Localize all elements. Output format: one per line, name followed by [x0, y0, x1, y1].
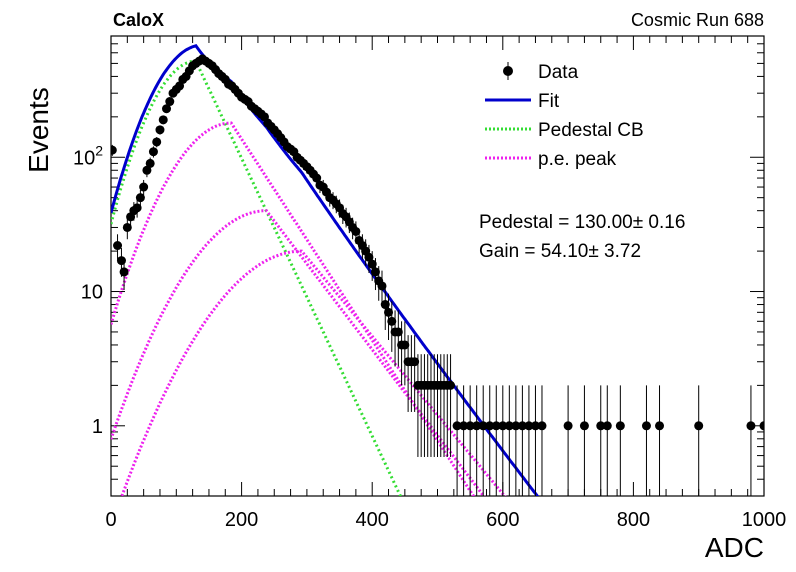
data-point — [380, 300, 390, 310]
data-point — [446, 380, 456, 390]
data-point — [694, 421, 704, 431]
data-point — [111, 145, 117, 155]
x-tick-label: 600 — [486, 509, 519, 531]
data-point — [472, 421, 482, 431]
data-point — [145, 158, 155, 168]
data-point — [459, 421, 469, 431]
data-point — [367, 259, 377, 269]
y-axis-title: Events — [23, 87, 54, 173]
data-point — [119, 267, 129, 277]
data-point — [485, 421, 495, 431]
data-point — [498, 421, 508, 431]
data-point — [400, 340, 410, 350]
data-point — [132, 203, 142, 213]
data-point — [511, 421, 521, 431]
data-point — [152, 137, 162, 147]
data-point — [410, 357, 420, 367]
data-point — [139, 182, 149, 192]
x-tick-label: 800 — [617, 509, 650, 531]
y-tick-label: 102 — [73, 142, 103, 169]
data-point — [465, 421, 475, 431]
data-point — [746, 421, 756, 431]
legend-label: p.e. peak — [538, 149, 617, 170]
y-axis: 1 10 102 — [73, 35, 764, 497]
data-point — [364, 252, 374, 262]
data-point — [563, 421, 573, 431]
data-point — [165, 97, 175, 107]
data-point — [478, 421, 488, 431]
data-point — [641, 421, 651, 431]
x-tick-label: 400 — [356, 509, 389, 531]
data-point — [116, 256, 126, 266]
legend-label: Data — [538, 62, 579, 83]
data-points — [111, 54, 764, 496]
data-point — [452, 421, 462, 431]
pe-peak-2-curve — [111, 209, 486, 496]
data-point — [504, 421, 514, 431]
data-point — [615, 421, 625, 431]
data-point — [135, 193, 145, 203]
data-point — [312, 173, 322, 183]
legend-label: Fit — [538, 91, 560, 112]
data-point — [491, 421, 501, 431]
gain-annotation: Gain = 54.10± 3.72 — [479, 241, 641, 262]
fit-annotations: Pedestal = 130.00± 0.16 Gain = 54.10± 3.7… — [479, 212, 685, 262]
data-point — [377, 281, 387, 291]
y-tick-label: 10 — [81, 282, 103, 304]
data-point — [155, 125, 165, 135]
data-point — [370, 267, 380, 277]
pe-peak-1-curve — [111, 121, 476, 496]
data-point — [655, 421, 665, 431]
data-point — [122, 222, 132, 232]
legend-label: Pedestal CB — [538, 120, 644, 141]
data-point — [517, 421, 527, 431]
legend-marker — [503, 66, 513, 76]
legend: Data Fit Pedestal CB p.e. peak — [485, 62, 644, 170]
data-point — [148, 147, 158, 157]
pedestal-annotation: Pedestal = 130.00± 0.16 — [479, 212, 685, 233]
data-point — [602, 421, 612, 431]
x-tick-label: 0 — [105, 509, 116, 531]
data-point — [596, 421, 606, 431]
data-point — [162, 104, 172, 114]
data-point — [351, 226, 361, 236]
run-label: Cosmic Run 688 — [631, 10, 764, 30]
data-point — [113, 241, 123, 251]
x-axis: 0 200 400 600 800 1000 — [105, 36, 786, 531]
data-point — [393, 327, 403, 337]
experiment-label: CaloX — [113, 10, 164, 30]
data-point — [579, 421, 589, 431]
x-axis-title: ADC — [705, 532, 764, 563]
x-tick-label: 1000 — [742, 509, 787, 531]
data-point — [158, 115, 168, 125]
data-point — [142, 165, 152, 175]
data-point — [524, 421, 534, 431]
data-point — [530, 421, 540, 431]
data-point — [384, 307, 394, 317]
data-point — [759, 421, 764, 431]
data-point — [537, 421, 547, 431]
y-tick-label: 1 — [92, 416, 103, 438]
data-point — [387, 316, 397, 326]
x-tick-label: 200 — [225, 509, 258, 531]
